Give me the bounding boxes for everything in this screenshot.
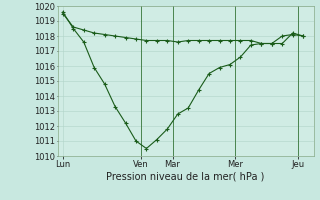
X-axis label: Pression niveau de la mer( hPa ): Pression niveau de la mer( hPa ) (107, 172, 265, 182)
